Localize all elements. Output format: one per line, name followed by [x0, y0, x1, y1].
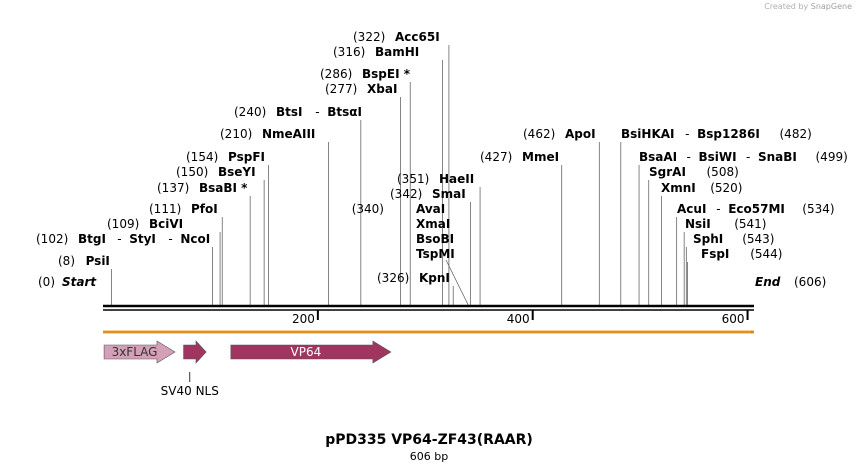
site-separator: -: [685, 127, 689, 141]
site-name-bsobi: BsoBI: [416, 232, 454, 246]
feature-vp64: [230, 340, 392, 364]
site-name-bseyi: BseYI: [218, 165, 256, 179]
feature-3xflag: [103, 340, 176, 364]
site-name-fspi: FspI: [701, 247, 729, 261]
site-position: (277): [325, 82, 357, 96]
snapgene-brand: SnapGene: [810, 2, 852, 11]
site-position: (520): [710, 181, 742, 195]
site-name-snabi: SnaBI: [758, 150, 797, 164]
site-name-bspei: BspEI *: [362, 67, 411, 81]
site-name-sphi: SphI: [693, 232, 723, 246]
scale-tick-label: 600: [722, 312, 745, 326]
credit-label: Created by SnapGene: [764, 2, 852, 11]
feature-sv40-nls: [183, 340, 207, 364]
site-name-btgi: BtgI: [78, 232, 106, 246]
site-separator: -: [117, 232, 121, 246]
site-position: (210): [220, 127, 252, 141]
site-position: (8): [58, 254, 75, 268]
map-title: pPD335 VP64-ZF43(RAAR): [325, 432, 533, 448]
site-name-psii: PsiI: [86, 254, 110, 268]
site-position: (342): [390, 187, 422, 201]
site-name-pspfi: PspFI: [228, 150, 265, 164]
feature-label: 3xFLAG: [112, 345, 158, 359]
site-name-btsi: BtsI: [276, 105, 303, 119]
site-position: (150): [176, 165, 208, 179]
start-label: Start: [62, 275, 97, 289]
site-name-smai: SmaI: [432, 187, 466, 201]
scale-tick-label: 400: [507, 312, 530, 326]
site-position: (508): [707, 165, 739, 179]
site-name-bsiwi: BsiWI: [699, 150, 737, 164]
scale-tick-label: 200: [292, 312, 315, 326]
site-name-haeii: HaeII: [439, 172, 474, 186]
site-name-bsaai: BsaAI: [639, 150, 677, 164]
site-leader-line: [445, 259, 469, 306]
site-separator: -: [168, 232, 172, 246]
map-length: 606 bp: [409, 450, 449, 463]
site-position: (351): [397, 172, 429, 186]
site-position: (109): [107, 217, 139, 231]
site-name-bcivi: BciVI: [149, 217, 183, 231]
site-name-bsp1286i: Bsp1286I: [697, 127, 760, 141]
site-position: (240): [234, 105, 266, 119]
plasmid-map: 200 400 600 (8) PsiI(102) BtgI - StyI - NcoI(109…: [36, 30, 848, 398]
site-name-eco57mi: Eco57MI: [728, 202, 785, 216]
site-name-styi: StyI: [129, 232, 156, 246]
site-name-mmei: MmeI: [522, 150, 559, 164]
site-name-acc65i: Acc65I: [395, 30, 440, 44]
site-position: (137): [157, 181, 189, 195]
site-separator: -: [687, 150, 691, 164]
site-position: (427): [480, 150, 512, 164]
site-position: (544): [750, 247, 782, 261]
credit-prefix: Created by: [764, 2, 809, 11]
site-position: (322): [353, 30, 385, 44]
site-position: (154): [186, 150, 218, 164]
site-name-sgrai: SgrAI: [649, 165, 686, 179]
site-name-pfoi: PfoI: [191, 202, 218, 216]
site-position: (340): [352, 202, 384, 216]
site-name-ncoi: NcoI: [180, 232, 210, 246]
site-name-bamhi: BamHI: [375, 45, 419, 59]
site-position: (111): [149, 202, 181, 216]
site-position: (541): [734, 217, 766, 231]
site-name-apoi: ApoI: [565, 127, 596, 141]
site-position: (316): [333, 45, 365, 59]
start-position: (0): [38, 275, 55, 289]
site-separator: -: [746, 150, 750, 164]
site-name-kpni: KpnI: [419, 271, 450, 285]
site-position: (102): [36, 232, 68, 246]
feature-label: SV40 NLS: [161, 384, 219, 398]
site-name-avai: AvaI: [416, 202, 445, 216]
site-position: (499): [816, 150, 848, 164]
site-name-nmeaiii: NmeAIII: [262, 127, 315, 141]
site-name-bsihkai: BsiHKAI: [621, 127, 675, 141]
end-position: (606): [794, 275, 826, 289]
site-name-acui: AcuI: [677, 202, 706, 216]
site-separator: -: [315, 105, 319, 119]
feature-label: VP64: [291, 345, 322, 359]
site-position: (534): [802, 202, 834, 216]
site-name-tspmi: TspMI: [416, 247, 455, 261]
site-separator: -: [716, 202, 720, 216]
site-name-nsii: NsiI: [685, 217, 711, 231]
site-position: (543): [742, 232, 774, 246]
site-name-bsabi: BsaBI *: [199, 181, 248, 195]
site-name-xmni: XmnI: [661, 181, 696, 195]
site-name-btsi: BtsαI: [327, 105, 362, 119]
site-position: (482): [780, 127, 812, 141]
site-name-xbai: XbaI: [367, 82, 397, 96]
site-name-xmai: XmaI: [416, 217, 450, 231]
site-position: (462): [523, 127, 555, 141]
site-position: (326): [377, 271, 409, 285]
site-position: (286): [320, 67, 352, 81]
end-label: End: [755, 275, 781, 289]
